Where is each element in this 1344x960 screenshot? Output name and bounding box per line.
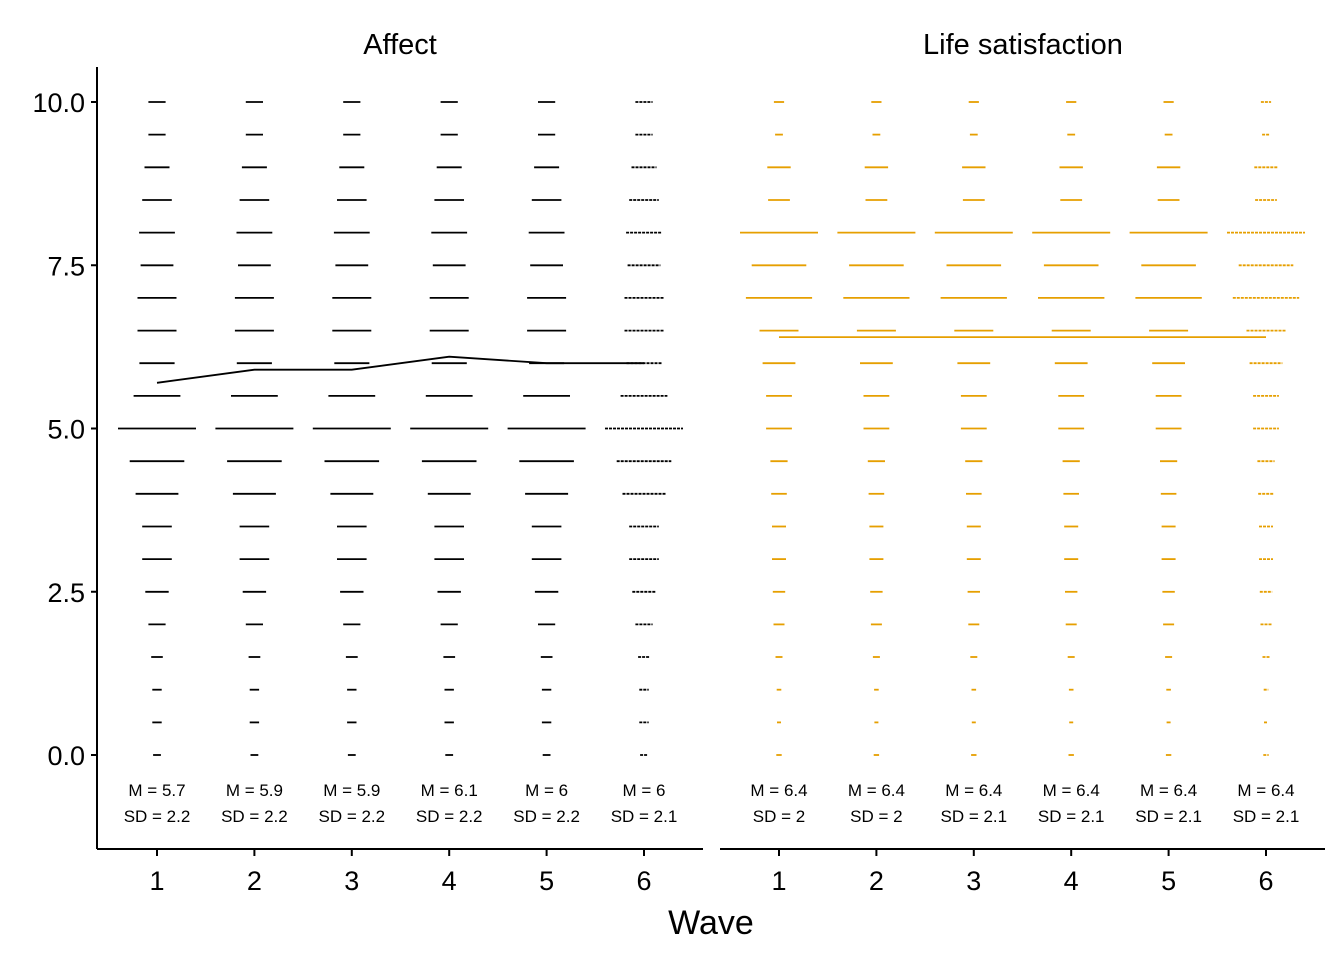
mean-label: M = 6.4	[848, 781, 905, 800]
sd-label: SD = 2.1	[1038, 807, 1105, 826]
x-tick-label: 6	[636, 866, 651, 896]
x-tick-label: 3	[344, 866, 359, 896]
mean-label: M = 6	[525, 781, 568, 800]
x-tick-label: 5	[539, 866, 554, 896]
x-tick-label: 1	[149, 866, 164, 896]
sd-label: SD = 2.1	[1135, 807, 1202, 826]
mean-label: M = 6.4	[1140, 781, 1197, 800]
dash-marks	[740, 101, 1305, 756]
x-tick-label: 2	[247, 866, 262, 896]
mean-line	[156, 355, 644, 384]
sd-label: SD = 2.2	[124, 807, 191, 826]
sd-label: SD = 2.2	[221, 807, 288, 826]
sd-label: SD = 2.1	[611, 807, 678, 826]
mean-label: M = 6.4	[750, 781, 807, 800]
x-ticks: 1 2 3 4 5 6	[149, 849, 652, 896]
mean-label: M = 6.4	[1237, 781, 1294, 800]
stat-labels: M = 5.7 SD = 2.2 M = 5.9 SD = 2.2 M = 5.9 SD …	[124, 781, 678, 826]
y-tick-label: 0.0	[47, 741, 85, 771]
x-tick-label: 4	[442, 866, 457, 896]
x-tick-label: 1	[771, 866, 786, 896]
panel-life-satisfaction: Life satisfaction M = 6.4 SD = 2 M = 6.4 SD…	[720, 29, 1325, 896]
x-tick-label: 4	[1064, 866, 1079, 896]
sd-label: SD = 2	[850, 807, 902, 826]
panel-title: Life satisfaction	[923, 29, 1123, 61]
sd-label: SD = 2	[753, 807, 805, 826]
panel-title: Affect	[363, 29, 437, 61]
y-tick-label: 7.5	[47, 251, 85, 281]
mean-label: M = 6.4	[945, 781, 1002, 800]
x-tick-label: 6	[1258, 866, 1273, 896]
sd-label: SD = 2.2	[318, 807, 385, 826]
mean-label: M = 5.7	[128, 781, 185, 800]
dash-marks	[118, 101, 683, 756]
x-axis-title: Wave	[668, 904, 754, 942]
sd-label: SD = 2.1	[1233, 807, 1300, 826]
y-tick-label: 2.5	[47, 578, 85, 608]
x-tick-label: 5	[1161, 866, 1176, 896]
mean-label: M = 5.9	[323, 781, 380, 800]
y-ticks: 0.0 2.5 5.0 7.5 10.0	[32, 88, 97, 771]
mean-label: M = 6.1	[421, 781, 478, 800]
mean-label: M = 6.4	[1043, 781, 1100, 800]
sd-label: SD = 2.2	[513, 807, 580, 826]
x-ticks: 1 2 3 4 5 6	[771, 849, 1274, 896]
panel-affect: Affect M = 5.7SD = 2.2M = 5.9SD = 2.2M =…	[96, 29, 703, 896]
stat-labels: M = 6.4 SD = 2 M = 6.4 SD = 2 M = 6.4 SD = 2.…	[750, 781, 1299, 826]
x-tick-label: 3	[966, 866, 981, 896]
mean-label: M = 6	[623, 781, 666, 800]
mean-label: M = 5.9	[226, 781, 283, 800]
sd-label: SD = 2.1	[940, 807, 1007, 826]
x-tick-label: 2	[869, 866, 884, 896]
sd-label: SD = 2.2	[416, 807, 483, 826]
y-tick-label: 10.0	[32, 88, 85, 118]
y-tick-label: 5.0	[47, 415, 85, 445]
